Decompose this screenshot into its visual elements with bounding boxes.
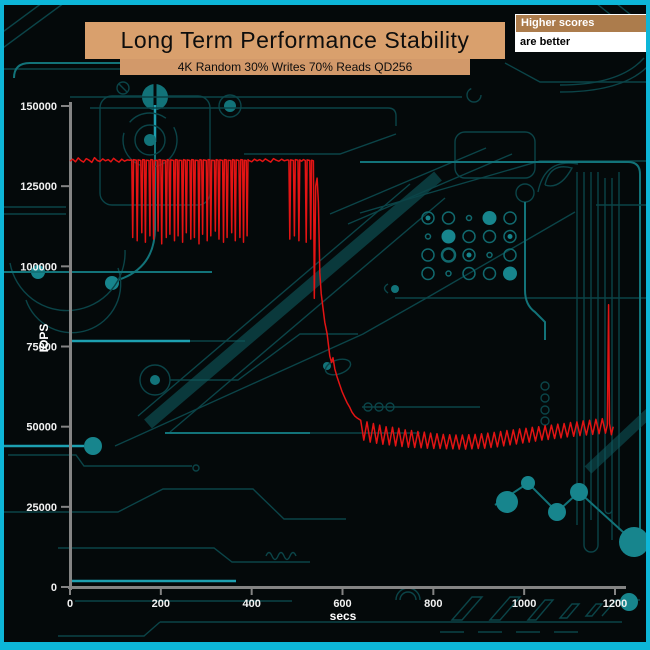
dot-grid-cell [462, 266, 476, 281]
y-tick-label: 125000 [20, 181, 57, 193]
dot-grid-cell [421, 211, 435, 225]
dot-grid-cell [465, 214, 473, 222]
circuit-traces-bottom [58, 476, 650, 637]
dot-grid-cell [486, 251, 493, 259]
dot-grid-cell [503, 229, 517, 244]
dot-grid-cell [482, 211, 497, 225]
x-tick-label: 1000 [512, 598, 536, 610]
dot-grid-cell [482, 229, 497, 244]
dot-grid-cell [462, 248, 476, 262]
x-axis-title: secs [329, 609, 357, 623]
legend-body: are better [515, 33, 647, 52]
y-tick-label: 50000 [26, 422, 57, 434]
dot-grid-cell [441, 229, 456, 244]
circuit-traces-right [360, 131, 650, 553]
x-tick-label: 0 [67, 598, 73, 610]
y-axis-title: IOPS [37, 323, 51, 353]
x-tick-label: 200 [152, 598, 170, 610]
y-tick-label: 100000 [20, 261, 57, 273]
legend-header: Higher scores [515, 14, 647, 33]
iops-series-line [69, 156, 614, 450]
dot-grid-cell [421, 266, 435, 281]
chart-subtitle-text: 4K Random 30% Writes 70% Reads QD256 [177, 60, 413, 74]
x-tick-label: 600 [333, 598, 351, 610]
dot-grid-cell [503, 266, 517, 281]
dot-grid-cell [424, 233, 432, 240]
x-tick-label: 400 [242, 598, 260, 610]
legend: Higher scores are better [515, 14, 647, 52]
dot-grid-cell [440, 247, 457, 263]
dot-grid-cell [482, 266, 497, 281]
dot-grid-cell [441, 211, 456, 225]
circuit-traces-middle [0, 87, 650, 602]
dot-grid-cell [462, 229, 476, 244]
y-tick-label: 0 [51, 582, 57, 594]
dot-grid-cell [425, 215, 431, 221]
y-tick-label: 150000 [20, 101, 57, 113]
dot-grid-cell [445, 270, 452, 277]
dot-grid-cell [421, 248, 435, 262]
dot-grid [421, 211, 517, 281]
chart-title-text: Long Term Performance Stability [120, 27, 470, 53]
x-tick-label: 1200 [603, 598, 627, 610]
dot-grid-cell [466, 252, 472, 258]
chart-title: Long Term Performance Stability [85, 22, 505, 59]
dot-grid-cell [507, 234, 513, 239]
chart-subtitle: 4K Random 30% Writes 70% Reads QD256 [120, 59, 470, 75]
dot-grid-cell [503, 211, 517, 225]
dot-grid-cell [503, 248, 517, 262]
x-tick-label: 800 [424, 598, 442, 610]
y-tick-label: 25000 [26, 502, 57, 514]
circuit-traces-top [0, 0, 650, 95]
y-tick-label: 75000 [26, 342, 57, 354]
